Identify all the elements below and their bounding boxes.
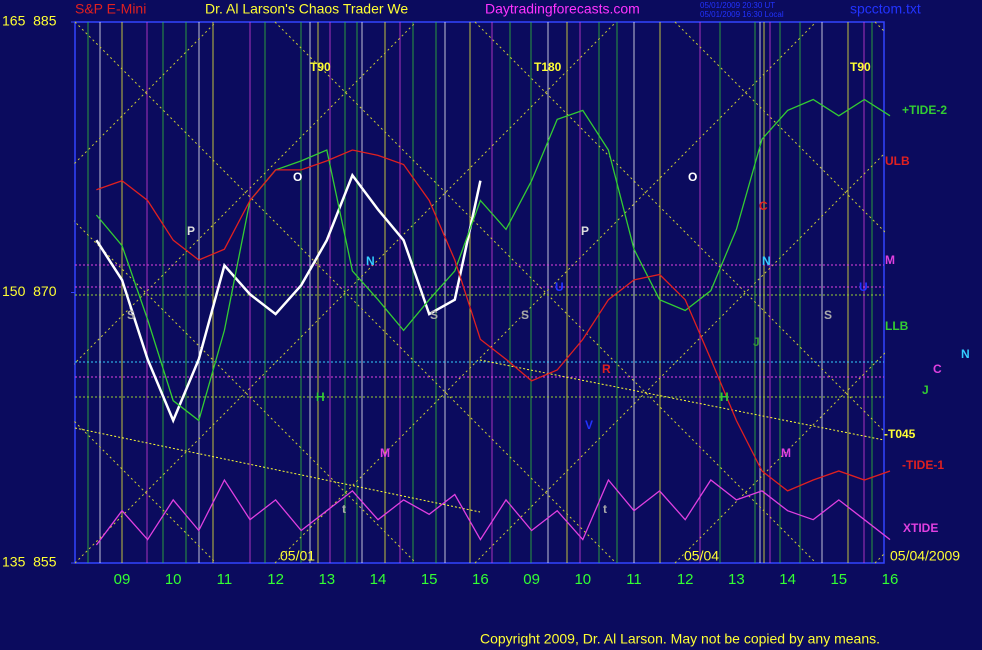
- x-tick-label: 10: [165, 571, 182, 588]
- clip-left: [0, 0, 74, 650]
- annotation: T90: [850, 60, 871, 74]
- annotation: C: [759, 199, 768, 213]
- title: Dr. Al Larson's Chaos Trader We: [205, 1, 408, 17]
- series-line: [95, 172, 482, 424]
- annotation: S: [824, 308, 832, 322]
- legend-label: -TIDE-1: [902, 458, 944, 472]
- annotation: V: [585, 418, 593, 432]
- site: Daytradingforecasts.com: [485, 1, 640, 17]
- annotation: J: [753, 335, 760, 349]
- annotation: N: [762, 254, 771, 268]
- x-tick-label: 13: [728, 571, 745, 588]
- time-ut: 05/01/2009 20:30 UT: [700, 1, 775, 10]
- annotation: N: [366, 254, 375, 268]
- x-tick-label: 13: [318, 571, 335, 588]
- x-tick-label: 10: [574, 571, 591, 588]
- y-tick-label: 135 855: [2, 554, 57, 570]
- time-local: 05/01/2009 16:30 Local: [700, 10, 784, 19]
- x-tick-label: 14: [779, 571, 796, 588]
- file: spcctom.txt: [850, 1, 921, 17]
- annotation: S: [521, 308, 529, 322]
- series-line: [96, 149, 891, 492]
- annotation: M: [781, 446, 791, 460]
- annotation: M: [885, 253, 895, 267]
- x-tick-label: 16: [882, 571, 899, 588]
- x-tick-label: 14: [370, 571, 387, 588]
- annotation: ULB: [885, 154, 910, 168]
- x-tick-label: 16: [472, 571, 489, 588]
- x-tick-label: 09: [523, 571, 540, 588]
- trend-line: [74, 427, 481, 513]
- x-tick-label: 11: [217, 571, 233, 588]
- symbol: S&P E-Mini: [75, 1, 146, 17]
- y-tick-label: 150 870: [2, 283, 57, 299]
- annotation: H: [720, 390, 729, 404]
- trend-line: [479, 359, 885, 441]
- annotation: O: [688, 170, 697, 184]
- annotation: LLB: [885, 319, 909, 333]
- date-label: 05/01: [280, 548, 315, 564]
- annotation: J: [922, 383, 929, 397]
- date-label: 05/04/2009: [890, 548, 960, 564]
- x-tick-label: 09: [114, 571, 131, 588]
- legend-label: +TIDE-2: [902, 103, 947, 117]
- annotation: R: [602, 362, 611, 376]
- copyright: Copyright 2009, Dr. Al Larson. May not b…: [480, 631, 880, 647]
- annotation: U: [859, 280, 868, 294]
- annotation: t: [603, 502, 607, 516]
- annotation: C: [933, 362, 942, 376]
- annotation: T90: [310, 60, 331, 74]
- clip-right: [885, 0, 982, 650]
- annotation: M: [380, 446, 390, 460]
- x-tick-label: 15: [421, 571, 438, 588]
- annotation: -T045: [884, 427, 916, 441]
- x-tick-label: 11: [626, 571, 642, 588]
- series-line: [95, 98, 891, 422]
- annotation: N: [961, 347, 970, 361]
- annotation: P: [581, 224, 589, 238]
- annotation: U: [555, 280, 564, 294]
- annotation: t: [342, 502, 346, 516]
- annotation: S: [430, 308, 438, 322]
- annotation: O: [293, 170, 302, 184]
- x-tick-label: 12: [677, 571, 694, 588]
- annotation: T180: [534, 60, 562, 74]
- annotation: S: [127, 308, 135, 322]
- x-tick-label: 15: [830, 571, 847, 588]
- annotation: P: [187, 224, 195, 238]
- x-tick-label: 12: [267, 571, 284, 588]
- annotation: H: [316, 390, 325, 404]
- date-label: 05/04: [684, 548, 719, 564]
- series-line: [95, 478, 891, 546]
- y-tick-label: 165 885: [2, 13, 57, 29]
- legend-label: XTIDE: [903, 521, 938, 535]
